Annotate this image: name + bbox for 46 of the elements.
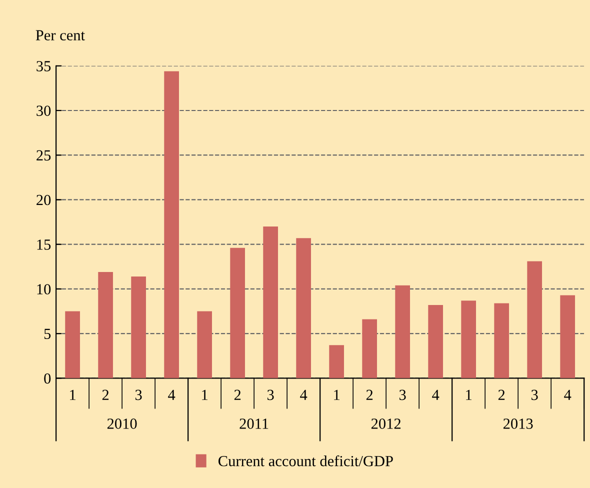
x-tick-label: 3 — [267, 390, 274, 400]
x-tick-label: 2 — [498, 390, 505, 400]
x-tick-label: 2 — [234, 390, 241, 400]
x-tick-label: 4 — [300, 390, 308, 400]
text: 2011 — [240, 418, 268, 429]
y-axis-title: Per cent — [36, 30, 85, 40]
text: 2010 — [107, 418, 137, 429]
x-tick-label: 1 — [334, 390, 340, 400]
bar — [131, 276, 146, 378]
bar — [461, 300, 476, 378]
bar — [527, 261, 542, 378]
x-tick-label: 3 — [135, 390, 142, 400]
x-tick-label: 3 — [532, 390, 538, 400]
x-tick-label: 3 — [399, 390, 406, 400]
bar — [197, 311, 212, 378]
y-tick-label: 10 — [37, 284, 51, 294]
x-tick-label: 1 — [466, 390, 472, 400]
text: 2013 — [503, 418, 533, 429]
x-tick-label: 4 — [432, 390, 440, 400]
x-tick-label: 2 — [366, 390, 373, 400]
y-tick-label: 0 — [44, 373, 51, 384]
bar — [230, 248, 245, 378]
bar — [494, 303, 510, 378]
bar — [65, 311, 80, 378]
bar — [362, 319, 378, 378]
y-tick-label: 20 — [36, 194, 51, 206]
bar — [560, 295, 576, 378]
bar — [395, 285, 410, 378]
y-tick-label: 30 — [36, 106, 51, 116]
y-tick-label: 25 — [36, 150, 51, 161]
y-tick-label: 15 — [37, 240, 51, 250]
y-tick-label: 5 — [44, 328, 51, 340]
bar — [329, 345, 344, 378]
legend-label: Current account deficit/GDP — [218, 455, 393, 466]
bar — [296, 238, 311, 378]
text: 2012 — [371, 418, 401, 429]
x-tick-label: 1 — [202, 390, 208, 400]
bar — [98, 272, 113, 378]
x-tick-label: 4 — [168, 390, 176, 400]
y-tick-label: 35 — [36, 61, 51, 72]
x-tick-label: 4 — [564, 390, 572, 400]
x-tick-label: 2 — [102, 390, 109, 400]
bar — [263, 226, 278, 378]
x-tick-label: 1 — [70, 390, 76, 400]
bar — [164, 71, 179, 378]
bar — [428, 305, 444, 378]
